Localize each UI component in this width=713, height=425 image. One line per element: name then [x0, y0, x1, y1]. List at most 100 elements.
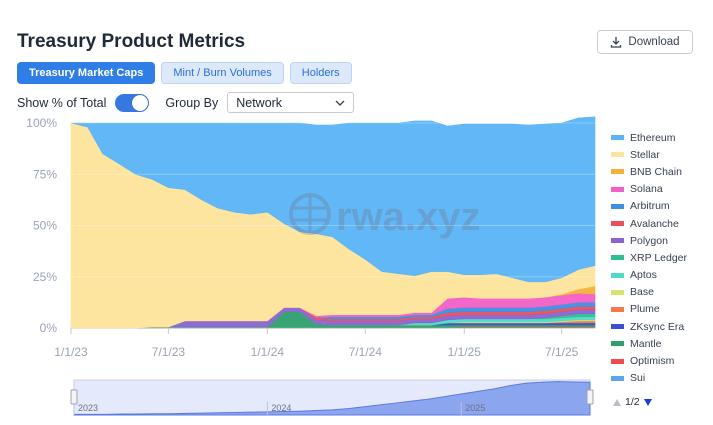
navigator-left-handle[interactable] [70, 389, 78, 405]
area-series-xrp-ledger [71, 311, 596, 329]
x-tick-label: 7/1/23 [152, 345, 186, 359]
legend-label: ZKsync Era [630, 320, 685, 333]
page-up-icon[interactable] [612, 398, 622, 407]
tab-treasury-market-caps[interactable]: Treasury Market Caps [17, 62, 156, 84]
legend-swatch [611, 324, 624, 330]
navigator-overview-area [73, 381, 591, 416]
legend-swatch [611, 169, 624, 175]
legend-item-ethereum[interactable]: Ethereum [611, 129, 687, 146]
legend-label: Aptos [630, 269, 657, 282]
legend-item-mantle[interactable]: Mantle [611, 335, 687, 352]
area-series-zksync-era [71, 311, 596, 329]
legend-label: Plume [630, 303, 660, 316]
legend-swatch [611, 255, 624, 261]
y-tick-label: 50% [33, 219, 57, 233]
legend-label: Sui [630, 372, 646, 385]
tab-mint-burn-volumes[interactable]: Mint / Burn Volumes [161, 62, 284, 84]
legend-label: Base [630, 286, 654, 299]
download-label: Download [628, 36, 680, 48]
watermark: rwa.xyz [289, 193, 481, 239]
legend-label: Solana [630, 183, 663, 196]
page-down-icon[interactable] [643, 398, 653, 407]
navigator-year-label: 2024 [271, 403, 291, 413]
area-series-ethereum [70, 116, 596, 283]
legend-item-avalanche[interactable]: Avalanche [611, 215, 687, 232]
legend-label: Optimism [630, 355, 675, 368]
toggle-knob [132, 94, 149, 111]
legend-item-xrp-ledger[interactable]: XRP Ledger [611, 249, 687, 266]
legend-item-base[interactable]: Base [611, 284, 687, 301]
legend-swatch [611, 289, 624, 295]
legend-item-optimism[interactable]: Optimism [611, 352, 687, 369]
area-series-bnb-chain [71, 285, 596, 329]
area-series-avalanche [71, 306, 596, 329]
show-pct-toggle[interactable] [115, 93, 150, 112]
pager-label: 1/2 [625, 396, 640, 408]
legend-item-zksync-era[interactable]: ZKsync Era [611, 318, 687, 335]
area-series-optimism [71, 326, 596, 329]
legend-item-polygon[interactable]: Polygon [611, 232, 687, 249]
legend-swatch [611, 186, 624, 192]
y-tick-label: 25% [33, 270, 57, 284]
navigator-right-handle[interactable] [586, 389, 594, 405]
legend-swatch [611, 306, 624, 312]
legend-pager: 1/2 [612, 396, 653, 408]
y-tick-label: 100% [26, 116, 57, 130]
legend-swatch [611, 203, 624, 209]
legend-label: Arbitrum [630, 200, 670, 213]
navigator-year-label: 2023 [78, 403, 98, 413]
x-tick-label: 1/1/24 [251, 345, 285, 359]
legend-swatch [611, 358, 624, 364]
x-tick-label: 1/1/25 [448, 345, 482, 359]
area-series-mantle [71, 311, 596, 329]
metric-tabs: Treasury Market Caps Mint / Burn Volumes… [17, 62, 352, 84]
page-title: Treasury Product Metrics [17, 31, 246, 52]
y-tick-label: 0% [40, 321, 58, 335]
legend-label: Ethereum [630, 131, 676, 144]
legend-swatch [611, 221, 624, 227]
legend-label: BNB Chain [630, 165, 682, 178]
area-series-plume [71, 311, 596, 329]
legend-item-aptos[interactable]: Aptos [611, 267, 687, 284]
legend-item-sui[interactable]: Sui [611, 370, 687, 387]
download-button[interactable]: Download [597, 30, 693, 54]
legend-swatch [611, 238, 624, 244]
x-tick-label: 1/1/23 [54, 345, 88, 359]
x-tick-label: 7/1/24 [349, 345, 383, 359]
chart-legend: Ethereum Stellar BNB Chain Solana Arbitrum Av… [611, 129, 687, 387]
legend-swatch [611, 135, 624, 141]
area-series-stellar [70, 122, 596, 329]
group-by-value: Network [236, 95, 283, 110]
legend-swatch [611, 272, 624, 278]
legend-swatch [611, 152, 624, 158]
area-series-base [71, 311, 596, 329]
area-series-solana [71, 292, 596, 329]
legend-item-arbitrum[interactable]: Arbitrum [611, 198, 687, 215]
download-icon [611, 37, 622, 48]
legend-label: Avalanche [630, 217, 679, 230]
area-series-aptos [71, 311, 596, 329]
y-tick-label: 75% [33, 167, 57, 181]
chart-controls: Show % of Total Group By Network [17, 92, 355, 113]
group-by-label: Group By [165, 95, 219, 110]
chevron-down-icon [335, 100, 345, 106]
navigator-year-label: 2025 [465, 403, 485, 413]
legend-swatch [611, 341, 624, 347]
area-series-polygon [71, 307, 596, 329]
legend-item-stellar[interactable]: Stellar [611, 146, 687, 163]
area-series-arbitrum [71, 302, 596, 329]
show-pct-label: Show % of Total [17, 95, 107, 110]
legend-swatch [611, 375, 624, 381]
legend-item-solana[interactable]: Solana [611, 181, 687, 198]
legend-label: XRP Ledger [630, 251, 688, 264]
legend-item-plume[interactable]: Plume [611, 301, 687, 318]
legend-label: Mantle [630, 337, 662, 350]
x-tick-label: 7/1/25 [545, 345, 579, 359]
navigator-frame[interactable] [73, 379, 591, 416]
tab-holders[interactable]: Holders [289, 62, 352, 84]
legend-label: Polygon [630, 234, 668, 247]
legend-item-bnb-chain[interactable]: BNB Chain [611, 163, 687, 180]
legend-label: Stellar [630, 148, 660, 161]
group-by-select[interactable]: Network [227, 92, 355, 113]
watermark-text: rwa.xyz [336, 195, 481, 239]
